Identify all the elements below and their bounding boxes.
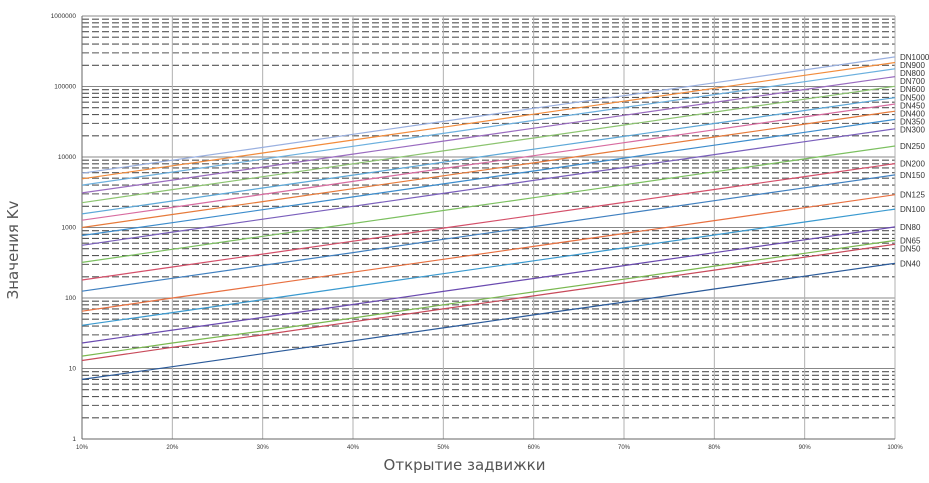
x-tick-label: 10% [76, 445, 89, 451]
y-tick-labels: 1 10 100 1000 10000 100000 1000000 [51, 13, 77, 443]
x-tick-label: 20% [166, 445, 179, 451]
series-label-dn800: DN800 [900, 69, 925, 78]
x-tick-labels: 10% 20% 30% 40% 50% 60% 70% 80% 90% 100% [76, 445, 903, 451]
series-line-dn800 [81, 68, 896, 186]
x-tick-label: 40% [347, 445, 360, 451]
series-label-dn100: DN100 [900, 205, 925, 214]
series-label-dn125: DN125 [900, 191, 925, 200]
series-line-dn350 [81, 118, 896, 237]
series-label-dn150: DN150 [900, 171, 925, 180]
series-label-dn200: DN200 [900, 160, 925, 169]
y-tick-label: 100 [65, 295, 76, 302]
x-axis-title: Открытие задвижки [383, 456, 546, 474]
series-label-dn500: DN500 [900, 94, 925, 103]
y-tick-label: 1000 [62, 225, 77, 232]
x-tick-label: 60% [528, 445, 541, 451]
x-tick-label: 50% [437, 445, 450, 451]
series-line-dn50 [81, 243, 896, 362]
series-label-dn300: DN300 [900, 126, 925, 135]
series-line-dn80 [81, 226, 896, 344]
x-tick-label: 90% [799, 445, 812, 451]
series-label-dn65: DN65 [900, 236, 921, 245]
series-line-dn700 [81, 76, 896, 194]
series-line-dn600 [81, 85, 896, 204]
series-lines [81, 56, 896, 380]
series-label-dn700: DN700 [900, 77, 925, 86]
x-tick-label: 30% [257, 445, 270, 451]
series-label-dn40: DN40 [900, 259, 921, 268]
series-line-dn125 [81, 194, 896, 312]
y-tick-label: 10 [69, 366, 77, 373]
series-line-dn300 [81, 128, 896, 246]
series-line-dn500 [81, 97, 896, 215]
series-label-dn400: DN400 [900, 110, 925, 119]
series-line-dn400 [81, 110, 896, 229]
x-tick-label: 70% [618, 445, 631, 451]
y-axis-title: Значения Kv [4, 200, 22, 300]
y-tick-label: 1000000 [51, 13, 77, 20]
series-label-dn1000: DN1000 [900, 53, 929, 62]
y-axis-title-wrap: Значения Kv [2, 150, 24, 350]
y-tick-label: 100000 [54, 84, 76, 91]
series-label-dn50: DN50 [900, 244, 921, 253]
series-line-dn450 [81, 103, 896, 221]
series-line-dn200 [81, 163, 896, 281]
series-line-dn150 [81, 174, 896, 292]
series-line-dn1000 [81, 56, 896, 174]
series-line-dn900 [81, 61, 896, 180]
series-label-dn80: DN80 [900, 223, 921, 232]
series-line-dn100 [81, 208, 896, 326]
series-label-dn600: DN600 [900, 85, 925, 94]
y-tick-label: 1 [72, 436, 76, 443]
series-labels: DN1000DN900DN800DN700DN600DN500DN450DN40… [900, 53, 929, 268]
series-line-dn250 [81, 145, 896, 263]
series-label-dn350: DN350 [900, 118, 925, 127]
series-line-dn65 [81, 239, 896, 357]
series-label-dn250: DN250 [900, 142, 925, 151]
x-tick-label: 80% [708, 445, 721, 451]
series-label-dn450: DN450 [900, 102, 925, 111]
series-line-dn40 [81, 262, 896, 380]
x-tick-label: 100% [887, 445, 903, 451]
series-label-dn900: DN900 [900, 61, 925, 70]
y-tick-label: 10000 [58, 154, 76, 161]
